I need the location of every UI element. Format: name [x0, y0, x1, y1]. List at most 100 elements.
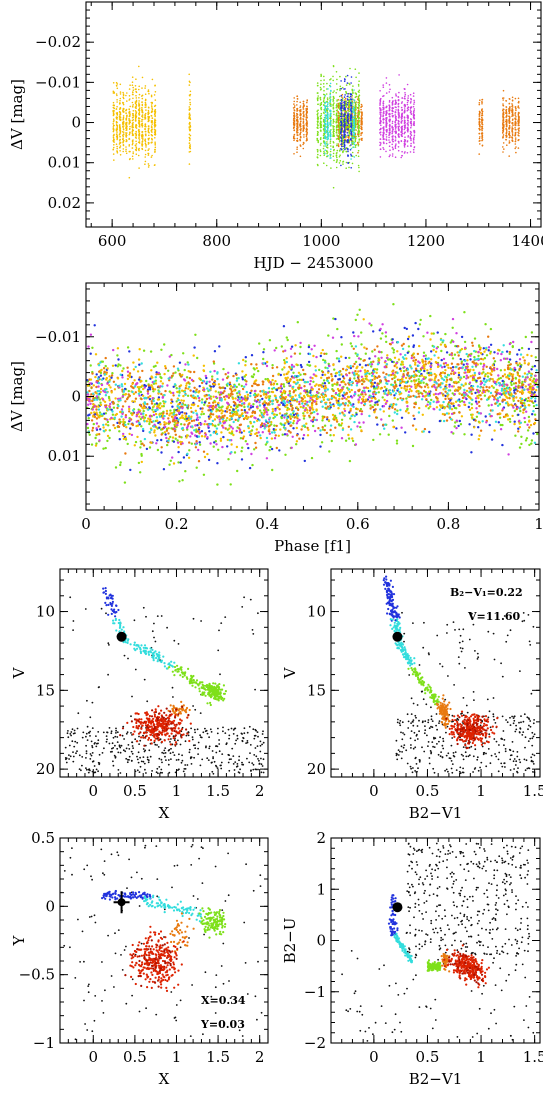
phased-point	[405, 327, 408, 331]
phased-point	[251, 375, 255, 379]
phased-point	[519, 409, 522, 413]
phased-point	[268, 339, 272, 342]
lightcurve-point	[347, 122, 350, 125]
lightcurve-point	[340, 103, 342, 106]
phased-point	[101, 360, 105, 363]
lightcurve-point	[340, 134, 343, 137]
lightcurve-point	[481, 125, 484, 128]
lightcurve-point	[128, 111, 130, 114]
phased-point	[485, 354, 489, 357]
lightcurve-point	[132, 116, 134, 119]
phased-point	[281, 414, 284, 417]
phased-point	[372, 438, 375, 442]
lightcurve-point	[394, 137, 397, 139]
lightcurve-point	[394, 99, 397, 102]
lightcurve-point	[122, 141, 124, 143]
lightcurve-point	[141, 110, 144, 112]
lightcurve-point	[409, 136, 412, 139]
lightcurve-point	[410, 101, 412, 103]
lightcurve-point	[394, 144, 397, 147]
lightcurve-point	[514, 123, 516, 126]
lightcurve-point	[512, 124, 514, 126]
lightcurve-point	[398, 129, 400, 132]
phased-point	[281, 368, 284, 371]
lightcurve-point	[407, 115, 409, 117]
phased-point	[98, 411, 102, 414]
lightcurve-point	[138, 102, 140, 104]
lightcurve-point	[514, 134, 517, 136]
lightcurve-point	[150, 95, 153, 98]
lightcurve-point	[153, 126, 156, 128]
lightcurve-point	[296, 95, 299, 97]
lightcurve-point	[306, 105, 308, 108]
phased-point	[508, 358, 512, 361]
phased-point	[145, 447, 149, 451]
lightcurve-point	[138, 107, 141, 109]
phased-point	[176, 439, 179, 442]
lightcurve-point	[147, 163, 150, 165]
phased-point	[493, 360, 497, 363]
lightcurve-point	[353, 126, 356, 129]
phased-point	[271, 468, 274, 472]
lightcurve-point	[517, 131, 519, 134]
lightcurve-point	[132, 121, 134, 124]
lightcurve-point	[326, 109, 328, 112]
lightcurve-point	[129, 157, 131, 160]
lightcurve-point	[355, 144, 358, 146]
phased-point	[440, 349, 443, 353]
lightcurve-point	[138, 85, 140, 88]
lightcurve-point	[118, 115, 121, 118]
phased-point	[370, 365, 373, 368]
lightcurve-point	[154, 151, 156, 153]
phased-point	[107, 424, 110, 427]
lightcurve-point	[131, 81, 134, 83]
phased-point	[148, 422, 151, 426]
lightcurve-point	[403, 144, 406, 147]
lightcurve-point	[119, 132, 122, 134]
lightcurve-point	[338, 112, 341, 115]
lightcurve-point	[340, 104, 343, 107]
lightcurve-point	[296, 97, 299, 100]
phased-point	[422, 381, 425, 384]
lightcurve-point	[509, 108, 511, 110]
phased-point	[99, 428, 102, 431]
phased-point	[129, 468, 132, 472]
lightcurve-point	[358, 94, 361, 97]
phased-point	[532, 405, 536, 408]
lightcurve-point	[388, 133, 391, 136]
lightcurve-point	[511, 130, 513, 132]
lightcurve-point	[479, 136, 481, 138]
lightcurve-point	[317, 164, 319, 167]
phased-point	[462, 375, 466, 379]
lightcurve-point	[144, 160, 147, 163]
lightcurve-point	[317, 125, 319, 127]
lightcurve-point	[332, 104, 334, 107]
lightcurve-point	[388, 145, 391, 147]
lightcurve-point	[404, 109, 406, 111]
lightcurve-point	[148, 92, 150, 95]
phased-point	[172, 440, 176, 443]
lightcurve-point	[413, 151, 415, 153]
phased-point	[216, 483, 219, 486]
lightcurve-point	[316, 123, 319, 125]
phased-point	[217, 448, 220, 451]
lightcurve-point	[327, 133, 329, 135]
lightcurve-point	[138, 136, 140, 138]
lightcurve-point	[116, 101, 118, 103]
lightcurve-point	[338, 162, 341, 164]
lightcurve-point	[336, 109, 339, 111]
lightcurve-point	[189, 103, 192, 106]
phased-point	[262, 351, 265, 354]
lightcurve-point	[129, 105, 131, 108]
lightcurve-point	[358, 72, 360, 74]
lightcurve-point	[358, 141, 360, 143]
lightcurve-point	[132, 142, 134, 144]
lightcurve-point	[407, 122, 409, 124]
lightcurve-point	[150, 125, 153, 127]
phased-point	[406, 337, 410, 341]
lightcurve-point	[302, 119, 305, 121]
lightcurve-point	[340, 117, 343, 120]
lightcurve-point	[116, 83, 119, 85]
lightcurve-point	[514, 139, 517, 141]
lightcurve-point	[336, 99, 339, 101]
